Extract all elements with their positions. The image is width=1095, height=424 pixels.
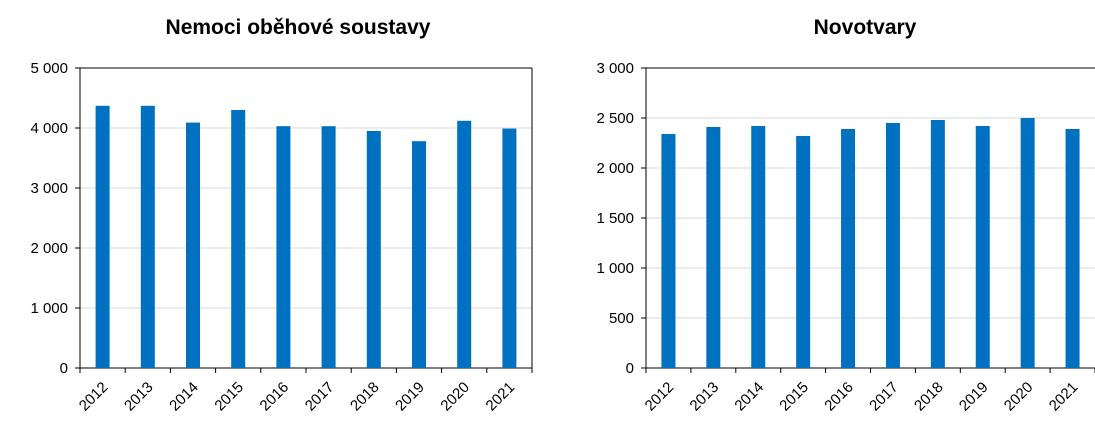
x-tick-label: 2019 — [956, 379, 992, 415]
x-tick-label: 2014 — [166, 379, 202, 415]
x-tick-label: 2014 — [731, 379, 767, 415]
y-tick-label: 4 000 — [30, 120, 68, 137]
x-tick-label: 2016 — [821, 379, 857, 415]
bar — [502, 128, 517, 368]
bar — [885, 123, 900, 368]
bar — [457, 120, 472, 368]
x-tick-label: 2017 — [866, 379, 902, 415]
y-tick-label: 0 — [626, 360, 634, 377]
x-tick-label: 2016 — [257, 379, 293, 415]
y-tick-label: 0 — [60, 360, 68, 377]
x-tick-label: 2020 — [1001, 379, 1037, 415]
x-tick-label: 2021 — [483, 379, 519, 415]
y-tick-label: 500 — [609, 310, 634, 327]
y-tick-label: 5 000 — [30, 60, 68, 77]
x-tick-label: 2015 — [211, 379, 247, 415]
y-tick-label: 1 500 — [596, 210, 634, 227]
y-tick-label: 3 000 — [596, 60, 634, 77]
bar — [140, 105, 155, 369]
chart-title: Novotvary — [814, 16, 917, 39]
bar — [366, 131, 381, 368]
x-tick-label: 2015 — [776, 379, 812, 415]
bar — [276, 126, 291, 368]
chart-circulatory-diseases: Nemoci oběhové soustavy 0 1 000 2 000 3 000 4… — [30, 16, 533, 415]
bar — [930, 120, 945, 368]
y-tick-label: 2 000 — [596, 160, 634, 177]
x-tick-label: 2019 — [392, 379, 428, 415]
x-tick-label: 2013 — [687, 379, 723, 415]
x-tick-label: 2013 — [121, 379, 157, 415]
chart-panel-right: Novotvary 0 500 1 000 1 500 2 000 2 500 3 000 20… — [550, 0, 1095, 424]
x-tick-label: 2018 — [911, 379, 947, 415]
bar — [796, 136, 811, 368]
x-tick-label: 2018 — [347, 379, 383, 415]
x-tick-label: 2021 — [1046, 379, 1082, 415]
bar — [841, 129, 856, 368]
bar — [412, 141, 426, 368]
bar — [661, 134, 676, 368]
bar — [751, 126, 766, 368]
bar — [706, 127, 721, 368]
x-tick-label: 2012 — [76, 379, 112, 415]
y-tick-label: 1 000 — [30, 300, 68, 317]
bar — [231, 110, 246, 368]
chart-neoplasms: Novotvary 0 500 1 000 1 500 2 000 2 500 3 000 20… — [596, 16, 1095, 415]
x-tick-label: 2012 — [642, 379, 678, 415]
chart-title: Nemoci oběhové soustavy — [166, 16, 431, 39]
x-tick-label: 2017 — [302, 379, 338, 415]
bar — [975, 126, 990, 368]
chart-panel-left: Nemoci oběhové soustavy 0 1 000 2 000 3 000 4… — [30, 16, 533, 415]
bar — [95, 105, 110, 369]
bar — [1020, 118, 1035, 368]
y-tick-label: 3 000 — [30, 180, 68, 197]
bar — [186, 122, 200, 368]
y-tick-label: 1 000 — [596, 260, 634, 277]
bar — [1065, 129, 1080, 368]
y-tick-label: 2 000 — [30, 240, 68, 257]
y-tick-label: 2 500 — [596, 110, 634, 127]
x-tick-label: 2020 — [437, 379, 473, 415]
bar — [321, 126, 336, 368]
